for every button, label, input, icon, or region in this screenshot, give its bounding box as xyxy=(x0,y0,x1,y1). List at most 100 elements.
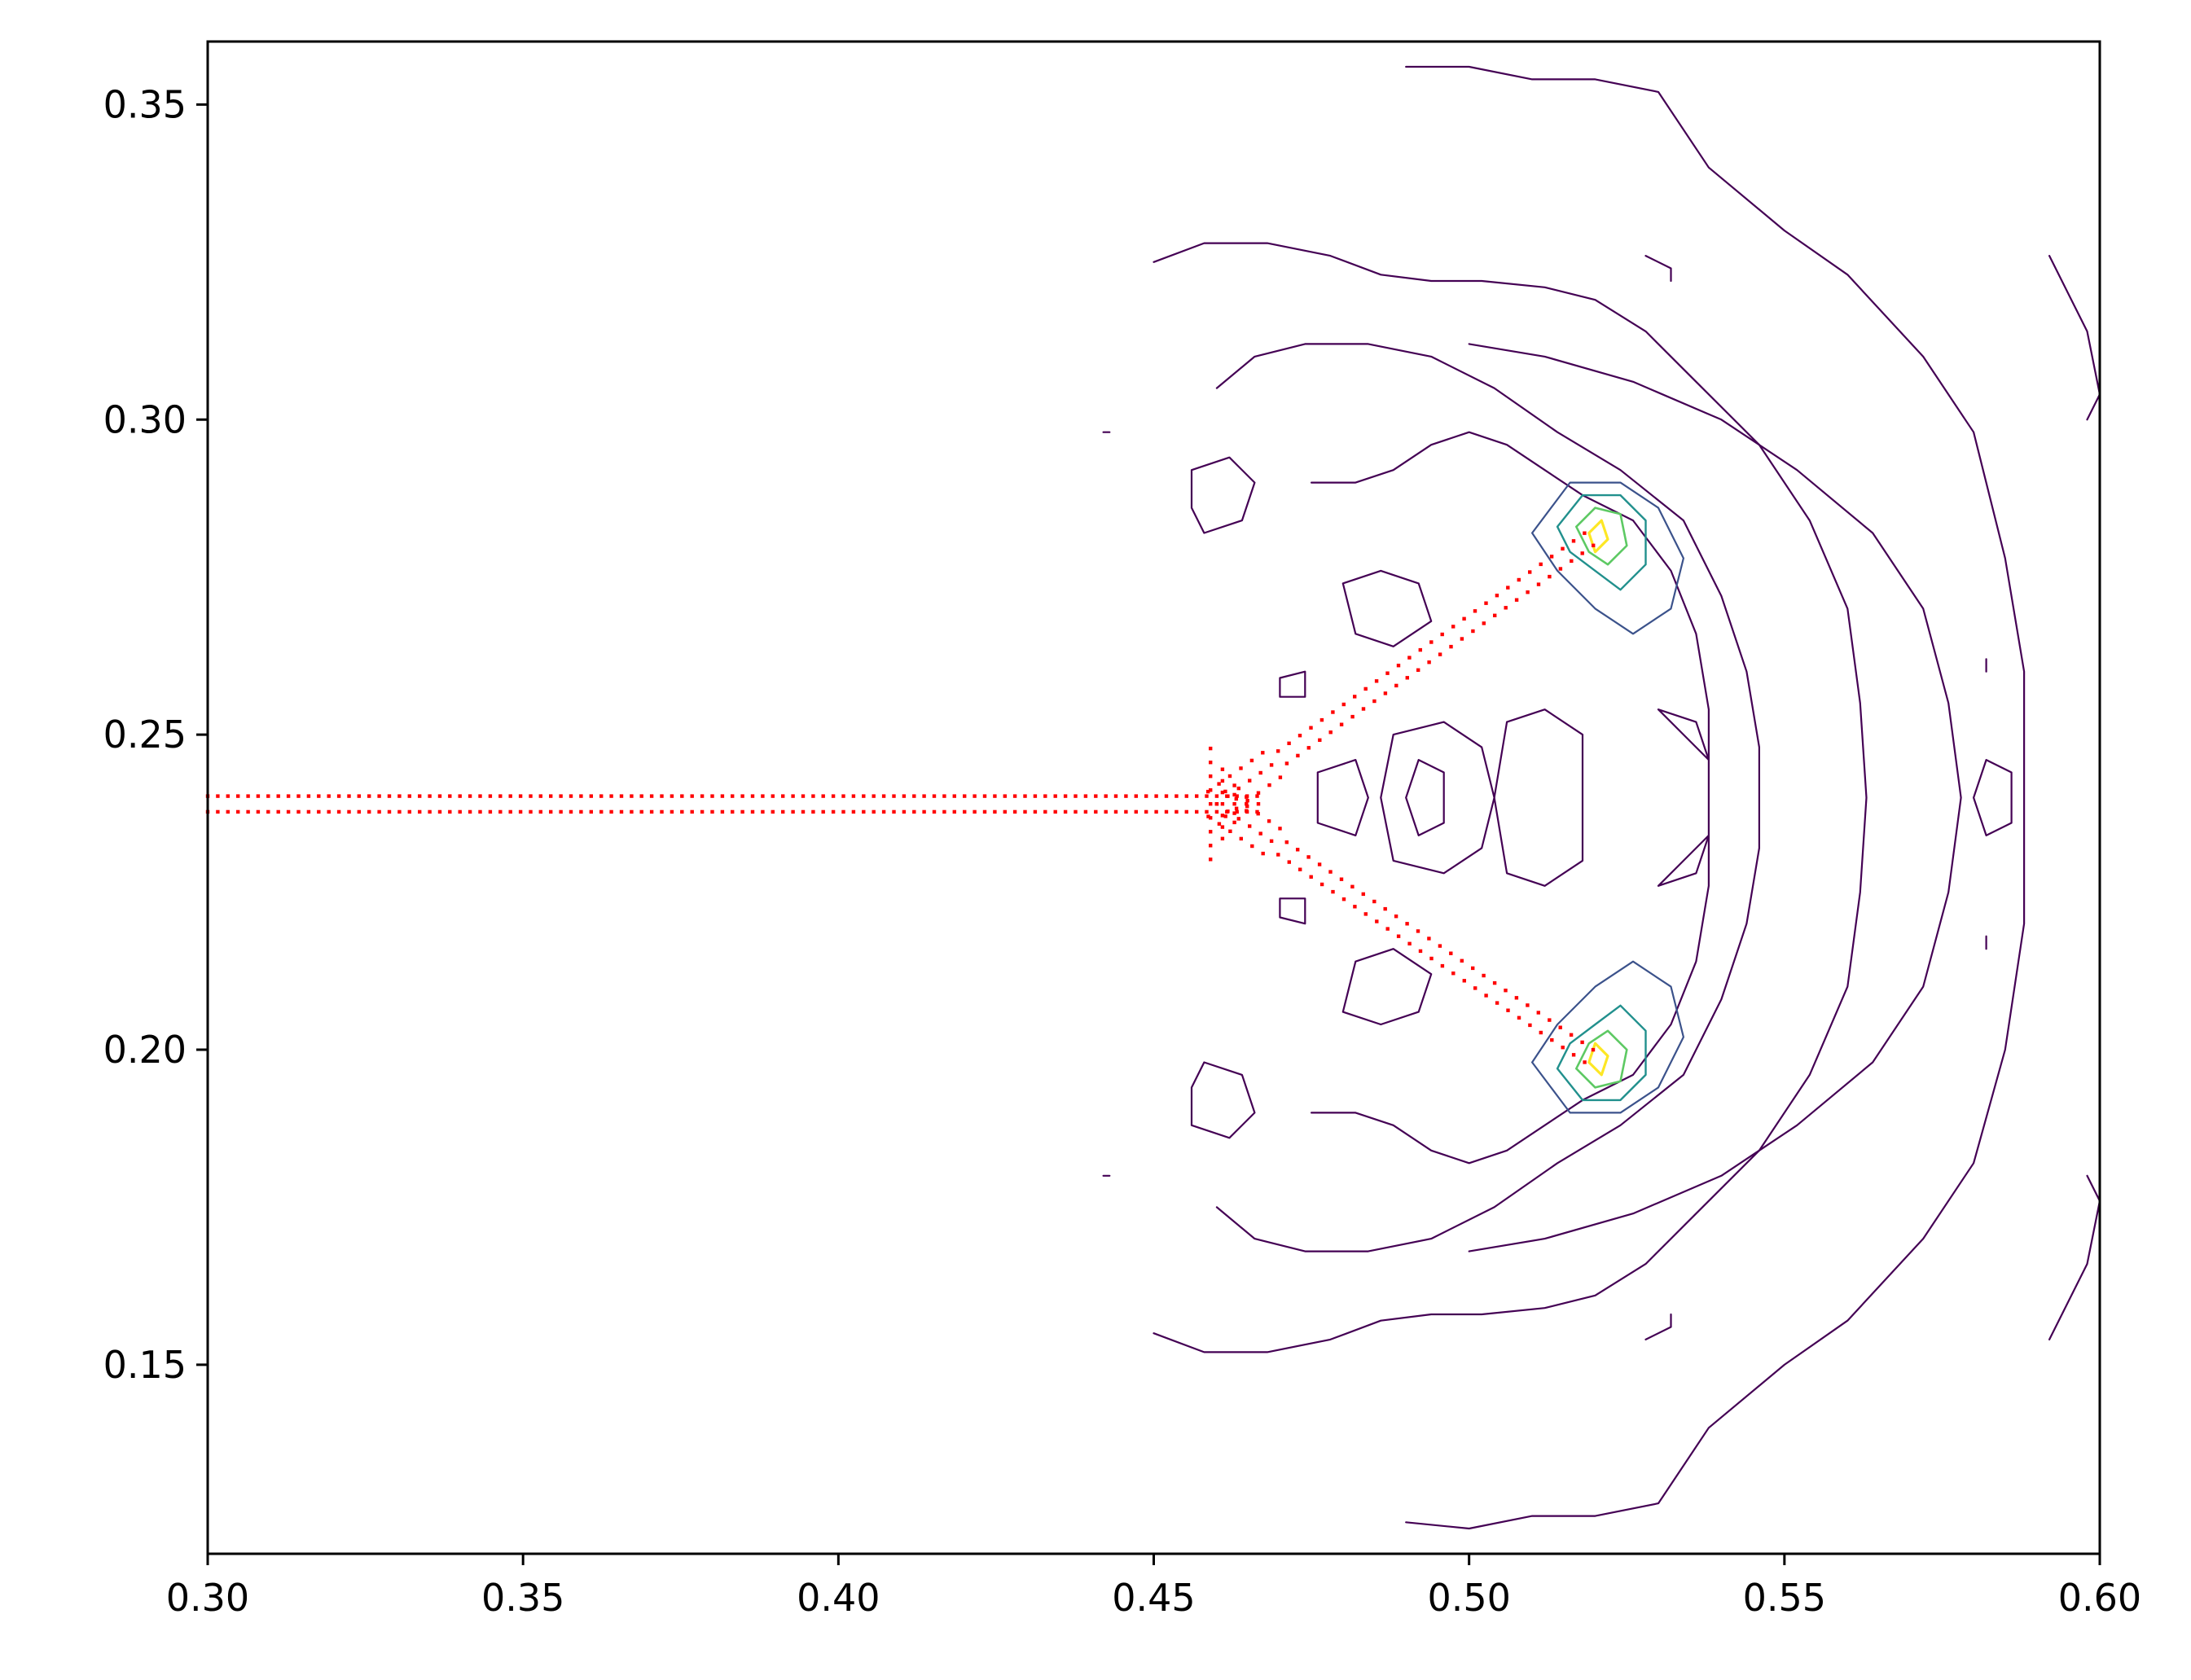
particle-marker xyxy=(1227,774,1232,779)
particle-marker xyxy=(1267,819,1271,823)
particle-marker xyxy=(1462,979,1466,983)
particle-marker xyxy=(246,794,250,798)
contour-line-level-0 xyxy=(2048,1174,2101,1341)
particle-marker xyxy=(1003,809,1007,814)
particle-marker xyxy=(1309,726,1313,730)
particle-marker xyxy=(892,809,896,814)
particle-marker xyxy=(841,794,845,798)
particle-marker xyxy=(731,794,735,798)
particle-marker xyxy=(1331,889,1335,894)
particle-marker xyxy=(1261,751,1265,755)
particle-marker xyxy=(1361,892,1365,897)
particle-marker xyxy=(1317,862,1322,866)
particle-marker xyxy=(1258,770,1262,775)
particle-marker xyxy=(1306,855,1311,859)
particle-marker xyxy=(589,794,593,798)
x-axis-ticks: 0.30 0.35 0.40 0.45 0.50 0.55 0.60 xyxy=(166,1554,2141,1620)
particle-marker xyxy=(508,794,512,798)
particle-marker xyxy=(690,794,694,798)
particle-marker xyxy=(922,794,926,798)
particle-marker xyxy=(1083,794,1088,798)
particle-marker xyxy=(1232,811,1236,815)
particle-marker xyxy=(1287,741,1291,745)
particle-marker xyxy=(881,809,886,814)
particle-marker xyxy=(306,794,311,798)
particle-marker xyxy=(1239,836,1243,841)
contour-line-level-0 xyxy=(1190,456,1256,534)
particle-marker xyxy=(1372,899,1377,904)
particle-marker xyxy=(1255,794,1259,798)
y-tick-label: 0.15 xyxy=(103,1343,187,1387)
particle-marker xyxy=(670,794,674,798)
contour-line-level-0 xyxy=(1405,65,2026,1530)
particle-marker xyxy=(1361,707,1366,711)
particle-marker xyxy=(851,809,856,814)
particle-marker xyxy=(740,794,744,798)
particle-marker xyxy=(1451,972,1456,976)
particle-marker xyxy=(1353,905,1357,909)
particle-marker xyxy=(700,809,705,814)
particle-marker xyxy=(619,794,624,798)
particle-markers xyxy=(205,531,1596,1064)
particle-marker xyxy=(1339,722,1344,726)
particle-marker xyxy=(1232,792,1236,797)
particle-marker xyxy=(1256,812,1260,816)
particle-marker xyxy=(1214,794,1219,798)
contour-line-level-0 xyxy=(1644,255,1672,283)
particle-marker xyxy=(1234,806,1239,810)
particle-marker xyxy=(1284,761,1289,765)
particle-marker xyxy=(1471,966,1475,971)
particle-marker xyxy=(1278,827,1282,831)
particle-marker xyxy=(1269,763,1274,767)
particle-marker xyxy=(1427,660,1431,665)
particle-marker xyxy=(216,809,220,814)
particle-marker xyxy=(1236,817,1240,821)
particle-marker xyxy=(1517,577,1521,582)
particle-marker xyxy=(1217,782,1221,786)
particle-marker xyxy=(771,809,775,814)
particle-marker xyxy=(1506,1008,1510,1012)
x-tick-label: 0.40 xyxy=(797,1576,880,1620)
particle-marker xyxy=(387,794,392,798)
particle-marker xyxy=(1063,809,1068,814)
particle-marker xyxy=(1405,922,1409,926)
particle-marker xyxy=(680,809,684,814)
particle-marker xyxy=(1228,829,1232,833)
particle-marker xyxy=(1407,941,1412,945)
particle-marker xyxy=(1296,753,1300,758)
particle-marker xyxy=(1144,809,1148,814)
particle-marker xyxy=(327,794,331,798)
particle-marker xyxy=(1427,937,1431,941)
particle-marker xyxy=(1258,831,1262,836)
particle-marker xyxy=(1526,1003,1530,1007)
x-tick-label: 0.60 xyxy=(2058,1576,2141,1620)
particle-marker xyxy=(1209,761,1213,765)
particle-marker xyxy=(761,809,765,814)
particle-marker xyxy=(1209,844,1213,848)
particle-marker xyxy=(982,809,987,814)
particle-marker xyxy=(599,794,604,798)
particle-marker xyxy=(549,809,553,814)
particle-marker xyxy=(226,809,230,814)
particle-marker xyxy=(1385,671,1390,675)
particle-marker xyxy=(1583,531,1587,535)
particle-marker xyxy=(1482,621,1486,625)
particle-marker xyxy=(932,794,937,798)
particle-marker xyxy=(1473,609,1477,613)
particle-marker xyxy=(963,809,967,814)
particle-marker xyxy=(1239,766,1243,770)
particle-marker xyxy=(1053,794,1057,798)
particle-marker xyxy=(862,794,866,798)
particle-marker xyxy=(1134,809,1138,814)
particle-marker xyxy=(912,809,916,814)
particle-marker xyxy=(761,794,765,798)
particle-marker xyxy=(1209,802,1213,806)
particle-marker xyxy=(1234,796,1238,801)
particle-marker xyxy=(498,794,503,798)
particle-marker xyxy=(1245,804,1249,809)
particle-marker xyxy=(1214,802,1219,806)
particle-marker xyxy=(1506,586,1510,590)
particle-marker xyxy=(630,794,634,798)
particle-marker xyxy=(1539,1030,1543,1035)
particle-marker xyxy=(1220,836,1225,840)
